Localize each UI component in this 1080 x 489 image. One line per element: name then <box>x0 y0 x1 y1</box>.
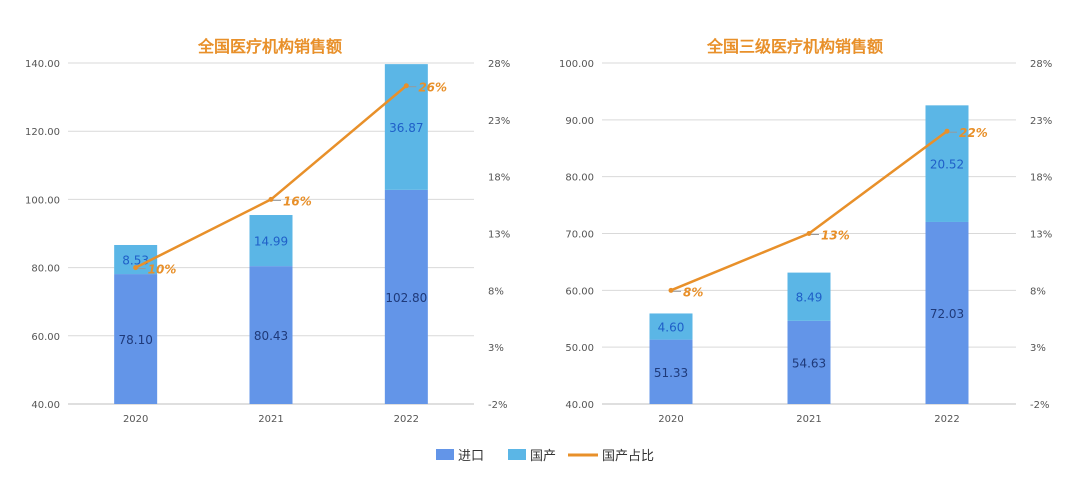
y2-tick-label: 13% <box>1030 230 1052 241</box>
share-point <box>403 83 409 89</box>
y2-tick-label: 3% <box>488 343 504 354</box>
y2-tick-label: 18% <box>488 173 510 184</box>
x-tick-label: 2022 <box>934 414 959 425</box>
data-label-domestic: 36.87 <box>389 121 423 135</box>
chart-title: 全国医疗机构销售额 <box>197 37 342 56</box>
bar-domestic <box>649 313 693 340</box>
bar-import <box>787 320 831 404</box>
data-label-domestic: 20.52 <box>930 158 964 172</box>
legend-swatch <box>436 449 454 460</box>
share-point <box>268 196 274 202</box>
y-tick-label: 50.00 <box>565 343 594 354</box>
y-tick-label: 120.00 <box>25 127 60 138</box>
data-label-domestic: 14.99 <box>254 235 288 249</box>
share-point <box>806 231 812 236</box>
y-tick-label: 60.00 <box>31 332 60 343</box>
data-label-import: 51.33 <box>654 366 688 380</box>
y-tick-label: 60.00 <box>565 286 594 297</box>
share-point <box>668 287 674 293</box>
y-tick-label: 80.00 <box>565 173 594 184</box>
y2-tick-label: 13% <box>488 230 510 241</box>
x-tick-label: 2020 <box>658 414 683 425</box>
data-label-share: 16% <box>283 194 312 208</box>
legend: 进口 国产 国产占比 <box>436 449 654 464</box>
data-label-import: 102.80 <box>385 291 427 305</box>
y2-tick-label: 18% <box>1030 173 1052 184</box>
y2-tick-label: 3% <box>1030 343 1046 354</box>
bar-import <box>114 274 158 404</box>
y2-tick-label: -2% <box>488 400 507 411</box>
y2-tick-label: 28% <box>1030 59 1052 70</box>
bar-import <box>384 189 428 404</box>
y-tick-label: 140.00 <box>25 59 60 70</box>
chart-1: 全国医疗机构销售额 40.00 60.00 80.00 100.00 120.00 140.… <box>25 37 510 425</box>
data-label-import: 80.43 <box>254 329 288 343</box>
y2-tick-label: 8% <box>488 286 504 297</box>
legend-swatch <box>508 449 526 460</box>
bar-import <box>649 339 693 404</box>
data-label-share: 26% <box>418 81 447 95</box>
chart-2: 全国三级医疗机构销售额 40.00 50.00 60.00 70.00 80.00 90.0… <box>559 37 1052 425</box>
x-tick-label: 2021 <box>796 414 821 425</box>
bar-domestic <box>249 215 293 267</box>
y-tick-label: 40.00 <box>565 400 594 411</box>
legend-label: 国产 <box>530 449 556 464</box>
y-tick-label: 100.00 <box>559 59 594 70</box>
y2-tick-label: 8% <box>1030 286 1046 297</box>
share-line <box>670 130 948 292</box>
legend-label: 进口 <box>458 449 484 464</box>
y2-tick-label: 23% <box>488 116 510 127</box>
legend-label: 国产占比 <box>602 449 654 464</box>
data-label-share: 10% <box>148 263 177 277</box>
data-label-domestic: 8.49 <box>796 291 823 305</box>
y2-tick-label: 28% <box>488 59 510 70</box>
bar-domestic <box>925 105 969 222</box>
data-label-share: 22% <box>959 126 988 140</box>
y2-tick-label: 23% <box>1030 116 1052 127</box>
y-tick-label: 90.00 <box>565 116 594 127</box>
share-point <box>944 128 950 134</box>
y2-tick-label: -2% <box>1030 400 1049 411</box>
bar-import <box>249 266 293 404</box>
y-tick-label: 70.00 <box>565 230 594 241</box>
data-label-domestic: 4.60 <box>658 321 685 335</box>
share-point <box>133 265 139 271</box>
bar-domestic <box>787 272 831 321</box>
data-label-share: 8% <box>683 285 703 299</box>
y-tick-label: 100.00 <box>25 195 60 206</box>
data-label-import: 78.10 <box>118 333 152 347</box>
y-tick-label: 40.00 <box>31 400 60 411</box>
data-label-share: 13% <box>821 229 850 243</box>
chart-title: 全国三级医疗机构销售额 <box>706 37 883 56</box>
x-tick-label: 2022 <box>394 414 419 425</box>
data-label-import: 54.63 <box>792 356 826 370</box>
bar-import <box>925 221 969 404</box>
data-label-import: 72.03 <box>930 307 964 321</box>
x-tick-label: 2021 <box>258 414 283 425</box>
x-tick-label: 2020 <box>123 414 148 425</box>
y-tick-label: 80.00 <box>31 264 60 275</box>
